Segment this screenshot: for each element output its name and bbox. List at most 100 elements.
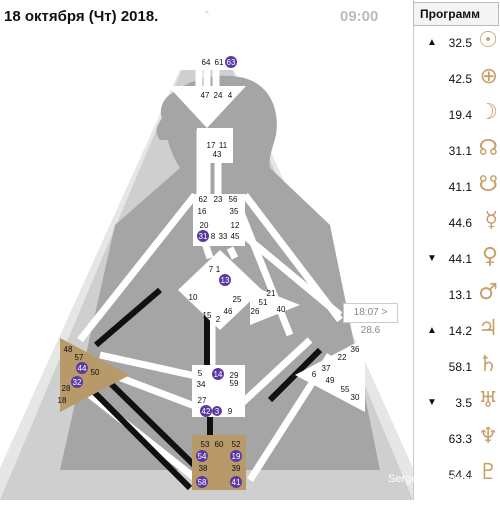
planet-row[interactable]: 31.1 ☊	[413, 134, 500, 170]
gate-7: 7	[209, 265, 214, 274]
planet-row[interactable]: 58.1 ♄	[413, 350, 500, 386]
gate-36: 36	[351, 345, 360, 354]
spleen-center	[60, 338, 130, 412]
mars-icon: ♂	[478, 280, 498, 305]
planet-value: 32.5	[448, 36, 472, 50]
gate-5: 5	[198, 369, 203, 378]
gate-18: 18	[58, 396, 67, 405]
planet-row[interactable]: 54.4 ♇	[413, 458, 500, 494]
saturn-icon: ♄	[478, 352, 498, 377]
planet-row[interactable]: 41.1 ☋	[413, 170, 500, 206]
planet-row[interactable]: 42.5 ⊕	[413, 62, 500, 98]
gate-59: 59	[230, 379, 239, 388]
planet-value: 44.6	[448, 216, 472, 230]
gate-49: 49	[326, 376, 335, 385]
gate-37: 37	[322, 364, 331, 373]
planet-row[interactable]: 19.4 ☽	[413, 98, 500, 134]
gate-1: 1	[216, 265, 221, 274]
planet-row[interactable]: 44.6 ☿	[413, 206, 500, 242]
planet-value: 13.1	[448, 288, 472, 302]
north-node-icon: ☊	[478, 136, 498, 161]
planet-row[interactable]: ▼ 44.1 ♀	[413, 242, 500, 278]
gate-46: 46	[224, 307, 233, 316]
gate-43: 43	[213, 150, 222, 159]
gate-55: 55	[341, 385, 350, 394]
bodygraph: 64 61 63 47 24 4 17 11 43 62 23 56 16 35…	[0, 10, 413, 500]
gate-63: 63	[227, 58, 236, 67]
gate-22: 22	[338, 353, 347, 362]
gate-64: 64	[202, 58, 211, 67]
gate-19: 19	[232, 452, 241, 461]
gate-60: 60	[215, 440, 224, 449]
gate-30: 30	[351, 393, 360, 402]
planet-value: 63.3	[448, 432, 472, 446]
planet-row[interactable]: 63.3 ♆	[413, 422, 500, 458]
planet-value: 44.1	[448, 252, 472, 266]
gate-44: 44	[78, 364, 87, 373]
gate-62: 62	[199, 195, 208, 204]
gate-38: 38	[199, 464, 208, 473]
pluto-icon: ♇	[478, 460, 498, 485]
gate-42: 42	[202, 407, 211, 416]
gate-21: 21	[267, 289, 276, 298]
planet-value: 58.1	[448, 360, 472, 374]
gate-14: 14	[214, 370, 223, 379]
gate-15: 15	[203, 311, 212, 320]
gate-47: 47	[201, 91, 210, 100]
gate-45: 45	[231, 232, 240, 241]
gate-8: 8	[211, 232, 216, 241]
gate-48: 48	[64, 345, 73, 354]
planet-value: 3.5	[455, 396, 472, 410]
gate-23: 23	[214, 195, 223, 204]
gate-35: 35	[230, 207, 239, 216]
gate-52: 52	[232, 440, 241, 449]
gate-10: 10	[189, 293, 198, 302]
gate-51: 51	[259, 298, 268, 307]
planet-panel	[413, 0, 500, 500]
gate-9: 9	[228, 407, 233, 416]
planet-row[interactable]: ▲ 14.2 ♃	[413, 314, 500, 350]
retro-arrow: ▲	[427, 37, 437, 48]
gate-12: 12	[231, 221, 240, 230]
moon-icon: ☽	[478, 100, 498, 125]
gate-40: 40	[277, 305, 286, 314]
planet-value: 54.4	[448, 468, 472, 482]
planet-value: 42.5	[448, 72, 472, 86]
retro-arrow: ▼	[427, 253, 437, 264]
gate-61: 61	[215, 58, 224, 67]
gate-25: 25	[233, 295, 242, 304]
planet-value: 19.4	[448, 108, 472, 122]
planet-row[interactable]: ▲ 32.5 ☉	[413, 26, 500, 62]
gate-39: 39	[232, 464, 241, 473]
gate-29: 29	[230, 371, 239, 380]
ego-center	[250, 285, 300, 325]
gate-26: 26	[251, 307, 260, 316]
earth-icon: ⊕	[479, 64, 498, 89]
solar-plexus-center	[295, 338, 365, 412]
gate-20: 20	[200, 221, 209, 230]
gate-4: 4	[228, 91, 233, 100]
planet-value: 31.1	[448, 144, 472, 158]
gate-labels: 64 61 63 47 24 4 17 11 43 62 23 56 16 35…	[58, 56, 360, 488]
ajna-center	[168, 86, 246, 128]
retro-arrow: ▲	[427, 325, 437, 336]
gate-58: 58	[198, 478, 207, 487]
gate-17: 17	[207, 141, 216, 150]
planet-row[interactable]: 13.1 ♂	[413, 278, 500, 314]
program-tab[interactable]: Программ	[413, 2, 499, 26]
gate-54: 54	[198, 452, 207, 461]
chart-time[interactable]: 09:00	[340, 8, 379, 25]
gate-33: 33	[219, 232, 228, 241]
planet-value: 41.1	[448, 180, 472, 194]
retro-arrow: ▼	[427, 397, 437, 408]
gate-24: 24	[214, 91, 223, 100]
gate-2: 2	[216, 315, 221, 324]
head-center	[166, 12, 248, 70]
sun-icon: ☉	[478, 28, 498, 53]
jupiter-icon: ♃	[478, 316, 498, 341]
planet-value: 14.2	[448, 324, 472, 338]
gate-41: 41	[232, 478, 241, 487]
gate-56: 56	[229, 195, 238, 204]
planet-row[interactable]: ▼ 3.5 ♅	[413, 386, 500, 422]
